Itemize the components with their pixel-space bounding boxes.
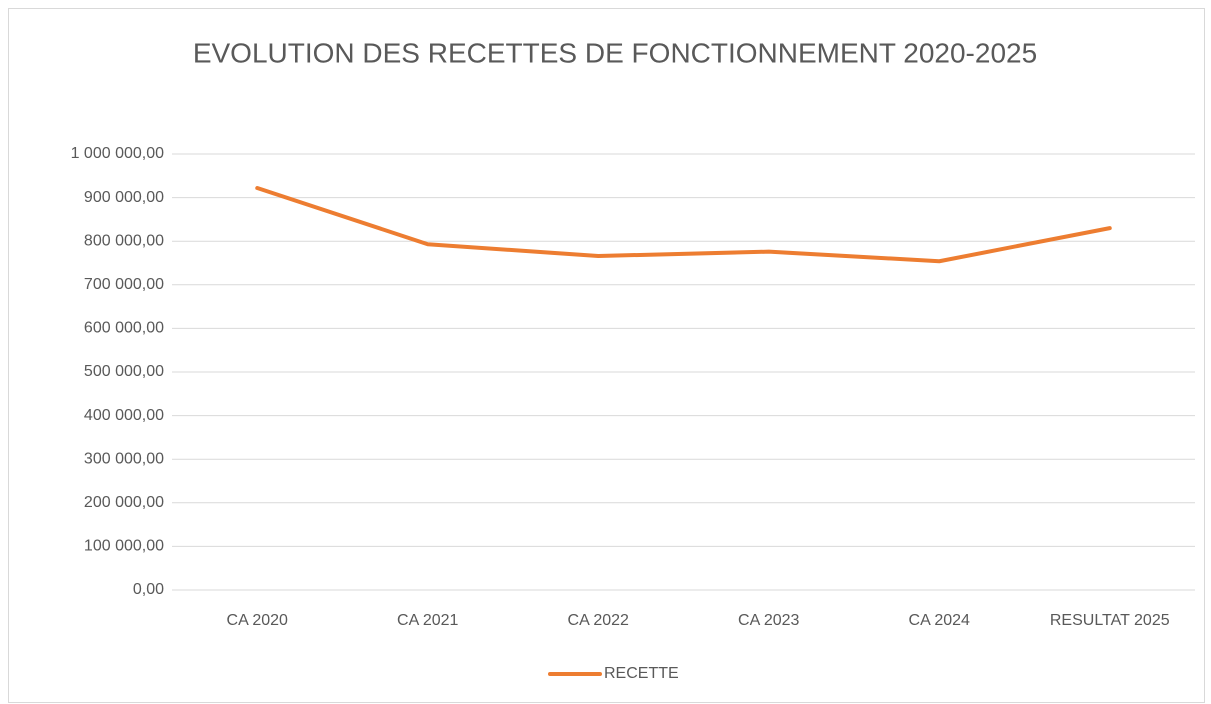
y-tick-label: 700 000,00 [84, 276, 164, 293]
x-tick-label: CA 2024 [909, 612, 970, 629]
y-tick-label: 600 000,00 [84, 320, 164, 337]
x-tick-label: CA 2021 [397, 612, 458, 629]
x-tick-label: CA 2022 [568, 612, 629, 629]
y-tick-label: 200 000,00 [84, 494, 164, 511]
x-tick-label: CA 2020 [227, 612, 288, 629]
y-tick-label: 800 000,00 [84, 232, 164, 249]
x-tick-label: CA 2023 [738, 612, 799, 629]
y-tick-label: 400 000,00 [84, 407, 164, 424]
y-tick-label: 300 000,00 [84, 450, 164, 467]
x-tick-label: RESULTAT 2025 [1050, 612, 1170, 629]
chart-border [8, 8, 1205, 703]
legend-label: RECETTE [604, 665, 679, 682]
y-tick-label: 500 000,00 [84, 363, 164, 380]
y-tick-label: 100 000,00 [84, 538, 164, 555]
y-tick-label: 0,00 [133, 581, 164, 598]
chart-title: EVOLUTION DES RECETTES DE FONCTIONNEMENT… [193, 37, 1037, 68]
series-line [255, 186, 1112, 264]
y-tick-label: 900 000,00 [84, 189, 164, 206]
y-tick-label: 1 000 000,00 [71, 145, 165, 162]
